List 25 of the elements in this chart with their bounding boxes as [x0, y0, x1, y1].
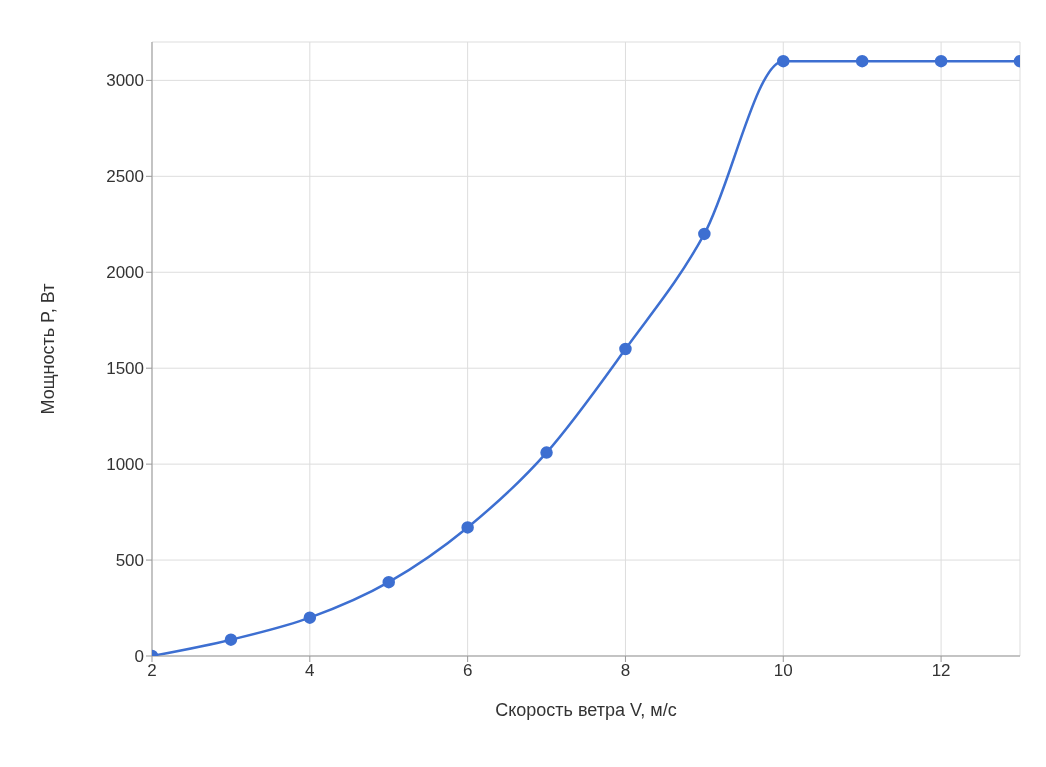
- y-tick-label: 1500: [106, 359, 144, 379]
- x-tick-label: 10: [773, 661, 793, 681]
- point: [855, 54, 869, 68]
- y-tick-label: 3000: [106, 71, 144, 91]
- point: [303, 611, 317, 624]
- point: [224, 633, 238, 646]
- point: [698, 227, 711, 241]
- y-tick-label: 2500: [106, 167, 144, 187]
- point: [540, 446, 553, 459]
- point: [461, 521, 474, 534]
- point: [382, 575, 395, 589]
- point: [934, 54, 948, 68]
- y-tick-label: 0: [134, 647, 144, 667]
- x-tick-label: 6: [462, 661, 473, 681]
- x-axis-title: Скорость ветра V, м/с: [495, 700, 677, 720]
- x-tick-label: 8: [620, 661, 631, 681]
- y-axis-title: Мощность P, Вт: [38, 283, 59, 415]
- x-tick-label: 12: [931, 661, 951, 681]
- point: [777, 54, 790, 68]
- x-tick-label: 2: [147, 661, 157, 681]
- y-tick-label: 2000: [106, 263, 144, 283]
- x-tick-label: 4: [305, 661, 315, 681]
- point: [619, 342, 632, 356]
- y-tick-label: 500: [115, 551, 144, 571]
- y-tick-label: 1000: [106, 455, 144, 475]
